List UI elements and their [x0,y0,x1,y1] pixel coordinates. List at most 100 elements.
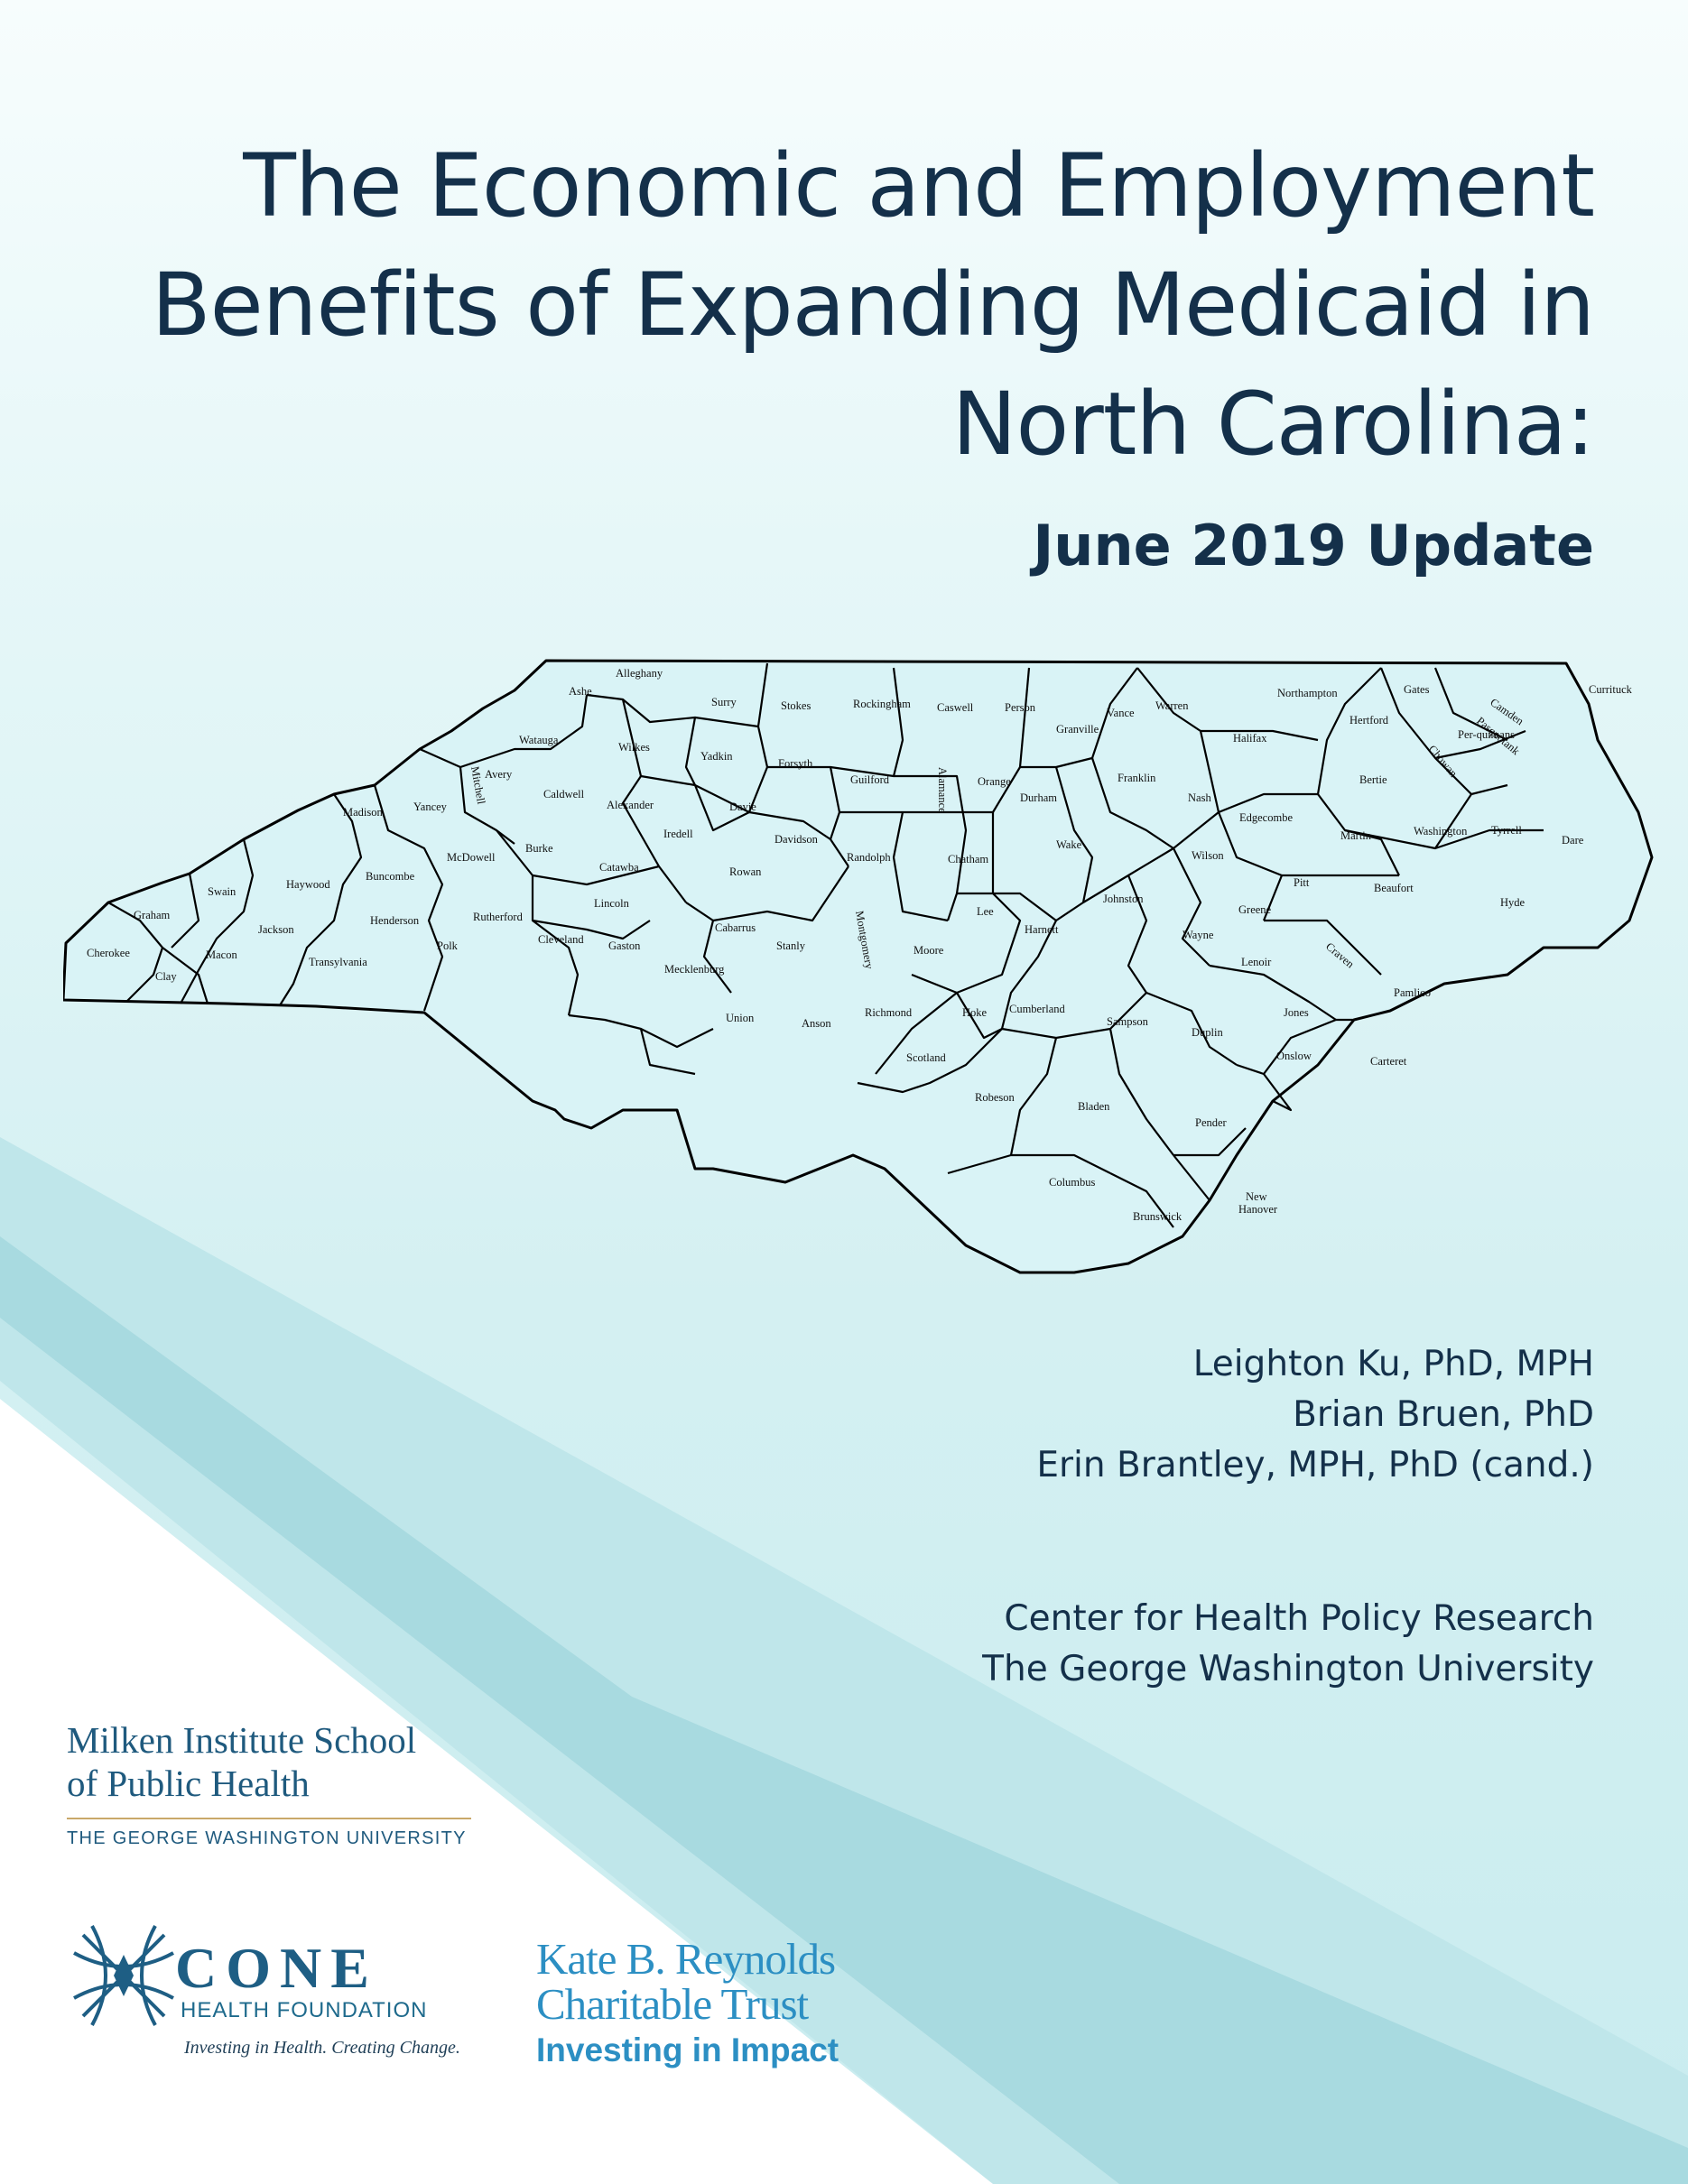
county-label: Martin [1340,829,1372,842]
county-label: Columbus [1049,1176,1096,1189]
county-label: Surry [711,696,737,708]
affiliation-university: The George Washington University [982,1649,1594,1689]
county-label: Forsyth [778,757,813,770]
county-label: Harnett [1025,923,1059,936]
county-label: Pitt [1294,876,1310,889]
county-label: Lenoir [1241,956,1272,968]
county-label: Moore [914,944,944,957]
county-label: Edgecombe [1239,811,1293,824]
county-label: Rockingham [853,698,911,710]
county-label: Lee [977,905,994,918]
county-label: Bladen [1078,1100,1110,1113]
county-label: Washington [1414,825,1468,838]
county-label: Person [1005,701,1036,714]
county-label: Stanly [776,939,806,952]
county-label: Union [726,1012,755,1024]
county-label: Avery [485,768,513,781]
county-label: Swain [208,885,237,898]
county-label: Alleghany [616,667,663,680]
county-label: Wilson [1192,849,1224,862]
county-label: Anson [802,1017,831,1030]
county-label: Franklin [1118,772,1156,784]
county-label: Madison [343,806,384,819]
county-label: Johnston [1103,893,1144,905]
county-label: Randolph [847,851,891,864]
cone-subtitle: HEALTH FOUNDATION [181,1998,428,2022]
author-name: Leighton Ku, PhD, MPH [1192,1344,1594,1384]
county-label: Yadkin [700,750,733,763]
county-labels: Ashe Alleghany Surry Stokes Rockingham C… [87,667,1633,1223]
county-label: Dare [1562,834,1584,847]
milken-institute-logo: Milken Institute School of Public Health… [67,1718,482,1849]
author-name: Brian Bruen, PhD [1293,1394,1594,1435]
county-label: Transylvania [309,956,367,968]
county-label: Caldwell [543,788,585,800]
county-label: Orange [978,775,1011,788]
county-label: Clay [155,970,177,983]
county-label: Yancey [413,800,448,813]
affiliation: Center for Health Policy Research The Ge… [982,1594,1594,1695]
county-label: Greene [1238,903,1272,916]
county-label: Beaufort [1374,882,1414,894]
cone-wordmark: CONE [175,1936,378,2000]
county-label: Watauga [519,734,559,746]
county-label: Halifax [1233,732,1267,745]
county-label: Granville [1056,723,1099,736]
county-label: Currituck [1589,683,1633,696]
title-line-3: North Carolina: [951,374,1595,475]
county-label: Jones [1284,1006,1309,1019]
county-label: Hoke [962,1006,988,1019]
cone-tagline: Investing in Health. Creating Change. [184,2038,460,2058]
county-label: Tyrrell [1491,824,1522,837]
county-label: Alamance [936,767,949,813]
county-label: Stokes [781,699,811,712]
kbr-name-line-2: Charitable Trust [536,1979,809,2029]
county-label: Richmond [865,1006,913,1019]
county-label: Buncombe [366,870,415,883]
county-label: Cleveland [538,933,584,946]
county-label: Mecklenburg [664,963,725,976]
county-label: Guilford [850,773,890,786]
county-label: Graham [134,909,171,921]
county-label: Alexander [607,799,654,811]
county-label: Lincoln [594,897,630,910]
milken-name-line-1: Milken Institute School [67,1719,417,1761]
county-boundaries [107,662,1544,1228]
county-label: Catawba [599,861,639,874]
county-label: Northampton [1277,687,1338,699]
county-label: Bertie [1359,773,1387,786]
county-label: Cherokee [87,947,130,959]
county-label: Hertford [1349,714,1389,726]
county-label: Wayne [1183,929,1214,941]
title-line-2: Benefits of Expanding Medicaid in [151,254,1595,356]
county-label: Wilkes [618,741,650,754]
county-label: Caswell [937,701,974,714]
county-label: Jackson [258,923,294,936]
county-label: Hanover [1238,1203,1278,1216]
county-label: Haywood [286,878,330,891]
author-list: Leighton Ku, PhD, MPH Brian Bruen, PhD E… [1036,1339,1594,1491]
report-title: The Economic and Employment Benefits of … [60,126,1595,484]
county-label: Davie [729,800,756,813]
county-label: Pender [1195,1116,1228,1129]
county-label: Macon [206,949,237,961]
county-label: Henderson [370,914,420,927]
cone-star-icon [73,1925,174,2026]
kbr-name-line-1: Kate B. Reynolds [536,1934,836,1984]
county-label: Ashe [569,685,592,698]
county-label: Sampson [1107,1015,1149,1028]
county-label: Pamlico [1394,986,1431,999]
county-label: Wake [1056,838,1082,851]
county-label: Iredell [663,828,693,840]
affiliation-center: Center for Health Policy Research [1004,1598,1594,1639]
title-line-1: The Economic and Employment [243,135,1595,236]
north-carolina-county-map: Ashe Alleghany Surry Stokes Rockingham C… [63,659,1654,1274]
county-label: Chatham [948,853,988,865]
county-label: Rutherford [473,911,524,923]
county-label: Brunswick [1133,1210,1183,1223]
county-label: Onslow [1276,1050,1312,1062]
county-label: Per-quimans [1458,728,1515,741]
author-name: Erin Brantley, MPH, PhD (cand.) [1036,1445,1594,1485]
county-label: Rowan [729,865,762,878]
county-label: Duplin [1192,1026,1223,1039]
